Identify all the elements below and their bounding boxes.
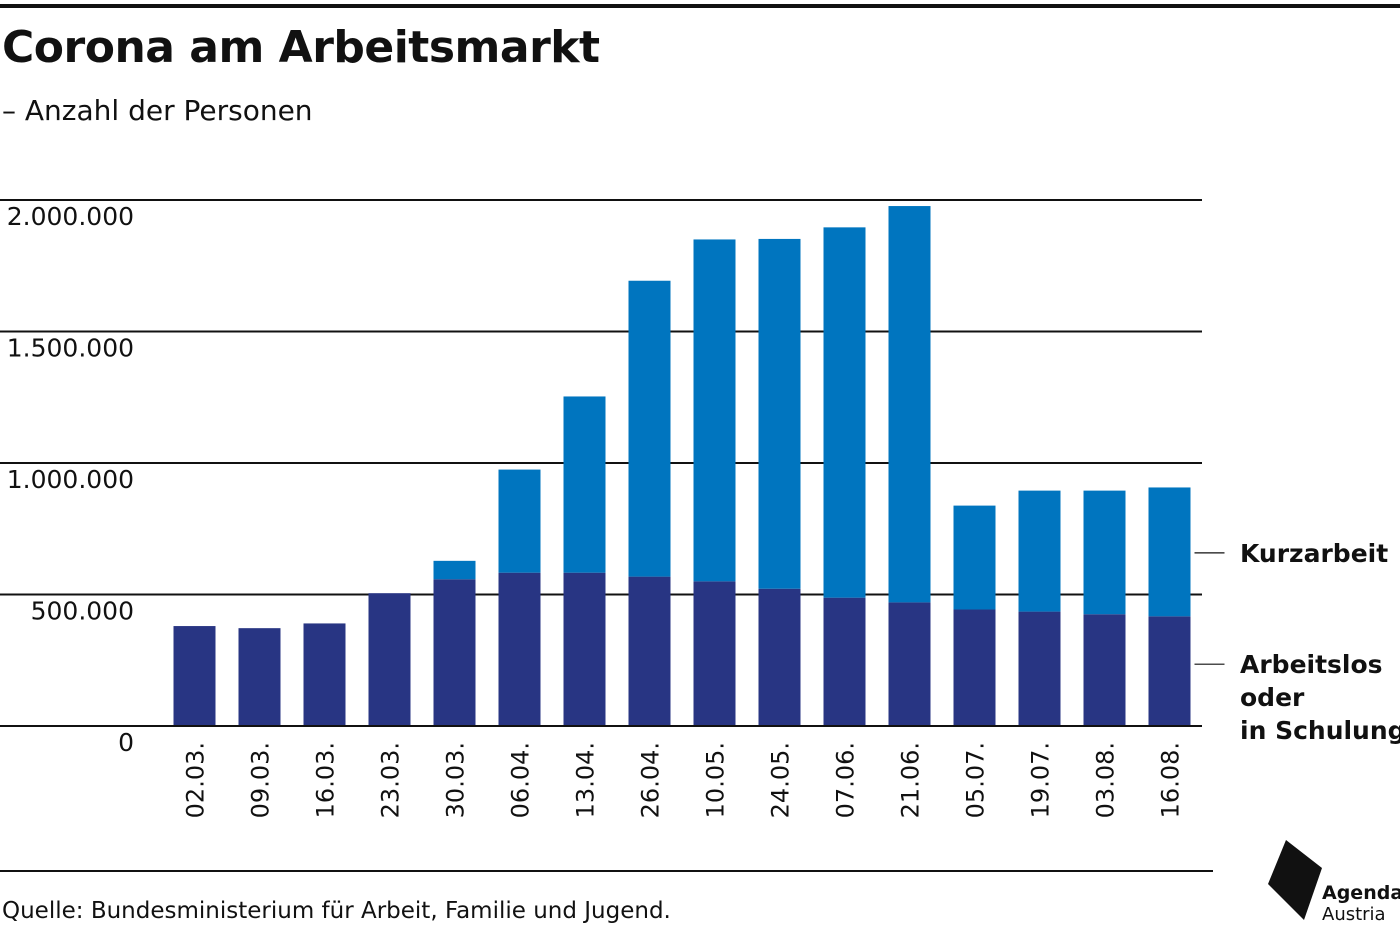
bar-segment: [628, 576, 671, 726]
x-tick-label: 19.07.: [1027, 742, 1055, 818]
x-tick-label: 13.04.: [572, 742, 600, 818]
x-tick-label: 16.03.: [312, 742, 340, 818]
bar-segment: [1083, 614, 1126, 726]
bottom-rule: [0, 870, 1213, 872]
bar-segment: [888, 602, 931, 726]
bar-segment: [758, 588, 801, 726]
x-tick-label: 05.07.: [962, 742, 990, 818]
x-tick-label: 26.04.: [637, 742, 665, 818]
legend-label: in Schulung: [1240, 716, 1400, 745]
bar-segment: [1148, 616, 1191, 726]
bar-segment: [823, 227, 866, 598]
bar-segment: [433, 579, 476, 726]
bar-segment: [823, 597, 866, 726]
logo-line-1: Agenda: [1322, 882, 1400, 904]
x-tick-label: 07.06.: [832, 742, 860, 818]
x-tick-label: 21.06.: [897, 742, 925, 818]
y-tick-label: 1.000.000: [7, 465, 134, 494]
bar-segment: [953, 609, 996, 726]
logo-mark-icon: [1268, 840, 1322, 920]
bar-segment: [498, 469, 541, 573]
x-tick-label: 24.05.: [767, 742, 795, 818]
y-tick-label: 2.000.000: [7, 202, 134, 231]
y-tick-label: 500.000: [31, 597, 134, 626]
bar-segment: [1018, 490, 1061, 612]
bar-segment: [888, 206, 931, 603]
chart-subtitle: – Anzahl der Personen: [2, 94, 313, 127]
x-tick-label: 02.03.: [182, 742, 210, 818]
logo-line-2: Austria: [1322, 904, 1386, 925]
y-tick-label: 0: [118, 728, 134, 757]
x-tick-label: 09.03.: [247, 742, 275, 818]
stacked-bar-chart: 0 500.000 1.000.000 1.500.000 2.000.000 02.03…: [0, 199, 1400, 818]
bar-segment: [693, 239, 736, 582]
agenda-austria-logo: Agenda Austria: [1262, 838, 1400, 928]
y-tick-label: 1.500.000: [7, 334, 134, 363]
bar-segment: [303, 623, 346, 726]
bar-segment: [1148, 487, 1191, 617]
x-tick-label: 10.05.: [702, 742, 730, 818]
top-rule: [0, 4, 1400, 8]
bar-segment: [953, 505, 996, 610]
bar-segment: [693, 581, 736, 726]
bar-segment: [368, 593, 411, 726]
x-tick-label: 30.03.: [442, 742, 470, 818]
bar-segment: [628, 280, 671, 577]
bar-segment: [498, 572, 541, 726]
x-tick-label: 23.03.: [377, 742, 405, 818]
legend-label: Arbeitslos: [1240, 650, 1383, 679]
bar-segment: [1083, 490, 1126, 615]
legend-label: oder: [1240, 683, 1305, 712]
bar-segment: [563, 572, 606, 726]
chart-title: Corona am Arbeitsmarkt: [2, 22, 600, 73]
bar-segment: [563, 396, 606, 573]
source-note: Quelle: Bundesministerium für Arbeit, Fa…: [2, 898, 671, 924]
bar-segment: [173, 626, 216, 726]
bar-segment: [238, 628, 281, 726]
x-tick-label: 03.08.: [1092, 742, 1120, 818]
x-tick-label: 06.04.: [507, 742, 535, 818]
bar-segment: [433, 560, 476, 580]
bar-segment: [758, 238, 801, 589]
bar-segment: [1018, 611, 1061, 726]
x-tick-label: 16.08.: [1157, 742, 1185, 818]
legend-label: Kurzarbeit: [1240, 539, 1388, 568]
